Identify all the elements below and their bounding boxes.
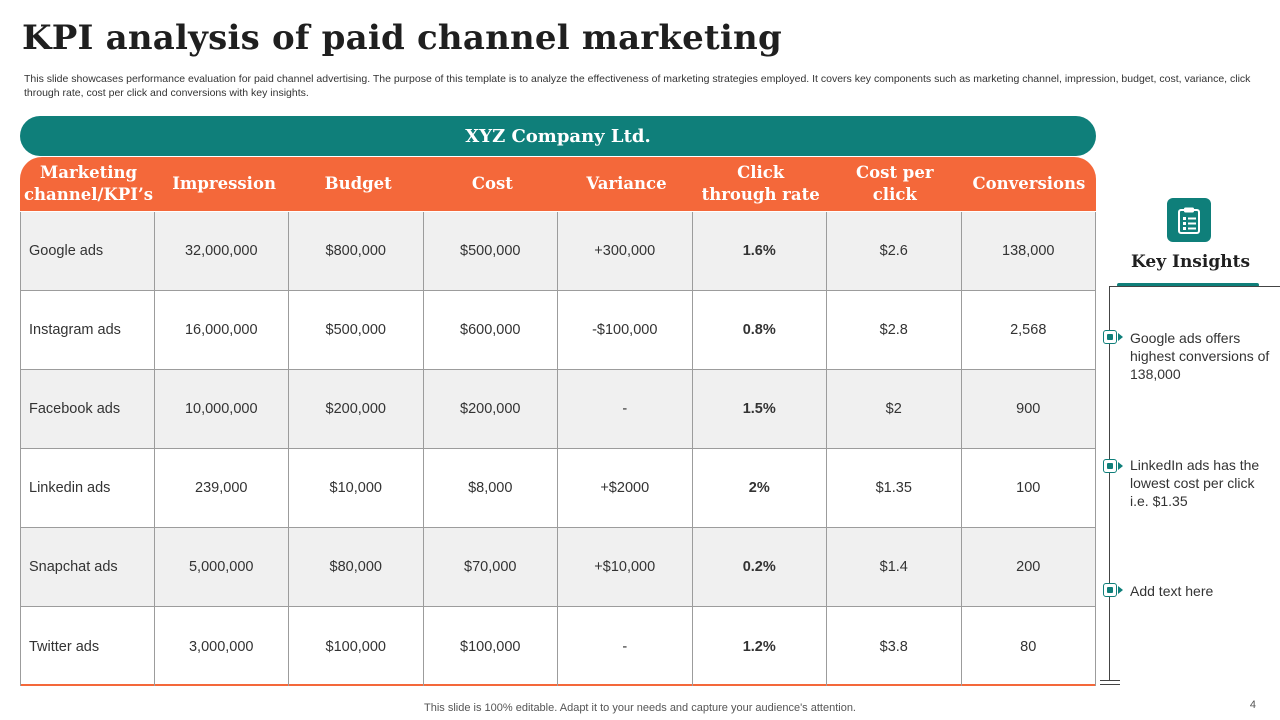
table-row: Instagram ads 16,000,000 $500,000 $600,0… bbox=[20, 291, 1096, 370]
table-row: Snapchat ads 5,000,000 $80,000 $70,000 +… bbox=[20, 528, 1096, 607]
cell-cpc: $2.8 bbox=[827, 291, 962, 369]
cell-conversions: 900 bbox=[962, 370, 1096, 448]
insight-bullet-icon bbox=[1103, 330, 1117, 344]
insights-icon-box bbox=[1167, 198, 1211, 242]
cell-conversions: 2,568 bbox=[962, 291, 1096, 369]
cell-cpc: $2 bbox=[827, 370, 962, 448]
cell-impression: 32,000,000 bbox=[155, 212, 289, 290]
cell-variance: -$100,000 bbox=[558, 291, 693, 369]
cell-impression: 5,000,000 bbox=[155, 528, 289, 606]
header-channel: Marketing channel/KPI’s bbox=[24, 163, 154, 204]
header-conversions: Conversions bbox=[972, 174, 1086, 193]
cell-channel: Facebook ads bbox=[20, 370, 155, 448]
cell-ctr: 0.8% bbox=[693, 291, 827, 369]
insight-arrow-icon bbox=[1118, 586, 1123, 594]
insights-title: Key Insights bbox=[1130, 252, 1251, 272]
cell-budget: $200,000 bbox=[289, 370, 424, 448]
cell-impression: 3,000,000 bbox=[155, 607, 289, 686]
cell-cost: $8,000 bbox=[424, 449, 558, 527]
cell-cost: $600,000 bbox=[424, 291, 558, 369]
page-number: 4 bbox=[1249, 699, 1256, 711]
cell-cpc: $1.4 bbox=[827, 528, 962, 606]
cell-ctr: 1.2% bbox=[693, 607, 827, 686]
cell-impression: 10,000,000 bbox=[155, 370, 289, 448]
cell-budget: $80,000 bbox=[289, 528, 424, 606]
timeline-base bbox=[1100, 680, 1120, 681]
cell-cpc: $1.35 bbox=[827, 449, 962, 527]
insight-bullet-icon bbox=[1103, 459, 1117, 473]
cell-cost: $500,000 bbox=[424, 212, 558, 290]
table-row: Linkedin ads 239,000 $10,000 $8,000 +$20… bbox=[20, 449, 1096, 528]
company-banner: XYZ Company Ltd. bbox=[20, 116, 1096, 156]
cell-impression: 16,000,000 bbox=[155, 291, 289, 369]
cell-conversions: 138,000 bbox=[962, 212, 1096, 290]
insights-underline bbox=[1117, 283, 1259, 287]
header-cost: Cost bbox=[471, 174, 513, 193]
table-header: Marketing channel/KPI’s Impression Budge… bbox=[20, 157, 1096, 211]
header-impression: Impression bbox=[172, 174, 276, 193]
cell-cpc: $3.8 bbox=[827, 607, 962, 686]
insight-arrow-icon bbox=[1118, 462, 1123, 470]
insights-divider bbox=[1110, 286, 1280, 287]
page-subtitle: This slide showcases performance evaluat… bbox=[24, 73, 1251, 99]
cell-conversions: 100 bbox=[962, 449, 1096, 527]
cell-ctr: 0.2% bbox=[693, 528, 827, 606]
cell-impression: 239,000 bbox=[155, 449, 289, 527]
insight-bullet-icon bbox=[1103, 583, 1117, 597]
cell-budget: $500,000 bbox=[289, 291, 424, 369]
cell-ctr: 2% bbox=[693, 449, 827, 527]
insight-arrow-icon bbox=[1118, 333, 1123, 341]
cell-budget: $100,000 bbox=[289, 607, 424, 686]
timeline-base bbox=[1100, 684, 1120, 685]
cell-channel: Twitter ads bbox=[20, 607, 155, 686]
header-ctr: Click through rate bbox=[701, 163, 820, 204]
cell-variance: +300,000 bbox=[558, 212, 693, 290]
insight-item: Google ads offers highest conversions of… bbox=[1130, 330, 1270, 382]
table-row: Google ads 32,000,000 $800,000 $500,000 … bbox=[20, 212, 1096, 291]
cell-cost: $70,000 bbox=[424, 528, 558, 606]
cell-variance: - bbox=[558, 607, 693, 686]
cell-channel: Linkedin ads bbox=[20, 449, 155, 527]
clipboard-icon bbox=[1178, 207, 1200, 234]
cell-cost: $100,000 bbox=[424, 607, 558, 686]
footer-note: This slide is 100% editable. Adapt it to… bbox=[424, 702, 856, 714]
insight-item: Add text here bbox=[1130, 583, 1214, 599]
header-cpc: Cost per click bbox=[856, 163, 934, 204]
page-title: KPI analysis of paid channel marketing bbox=[22, 18, 782, 58]
cell-variance: - bbox=[558, 370, 693, 448]
cell-conversions: 200 bbox=[962, 528, 1096, 606]
kpi-table: Google ads 32,000,000 $800,000 $500,000 … bbox=[20, 212, 1096, 686]
header-variance: Variance bbox=[586, 174, 667, 193]
cell-channel: Google ads bbox=[20, 212, 155, 290]
cell-variance: +$2000 bbox=[558, 449, 693, 527]
cell-budget: $800,000 bbox=[289, 212, 424, 290]
cell-budget: $10,000 bbox=[289, 449, 424, 527]
header-budget: Budget bbox=[324, 174, 392, 193]
company-name: XYZ Company Ltd. bbox=[465, 125, 651, 147]
insights-timeline bbox=[1109, 286, 1110, 680]
cell-cpc: $2.6 bbox=[827, 212, 962, 290]
cell-channel: Instagram ads bbox=[20, 291, 155, 369]
cell-variance: +$10,000 bbox=[558, 528, 693, 606]
cell-ctr: 1.5% bbox=[693, 370, 827, 448]
table-row: Facebook ads 10,000,000 $200,000 $200,00… bbox=[20, 370, 1096, 449]
cell-conversions: 80 bbox=[962, 607, 1096, 686]
table-row: Twitter ads 3,000,000 $100,000 $100,000 … bbox=[20, 607, 1096, 686]
cell-cost: $200,000 bbox=[424, 370, 558, 448]
cell-channel: Snapchat ads bbox=[20, 528, 155, 606]
cell-ctr: 1.6% bbox=[693, 212, 827, 290]
insight-item: LinkedIn ads has the lowest cost per cli… bbox=[1130, 457, 1260, 509]
